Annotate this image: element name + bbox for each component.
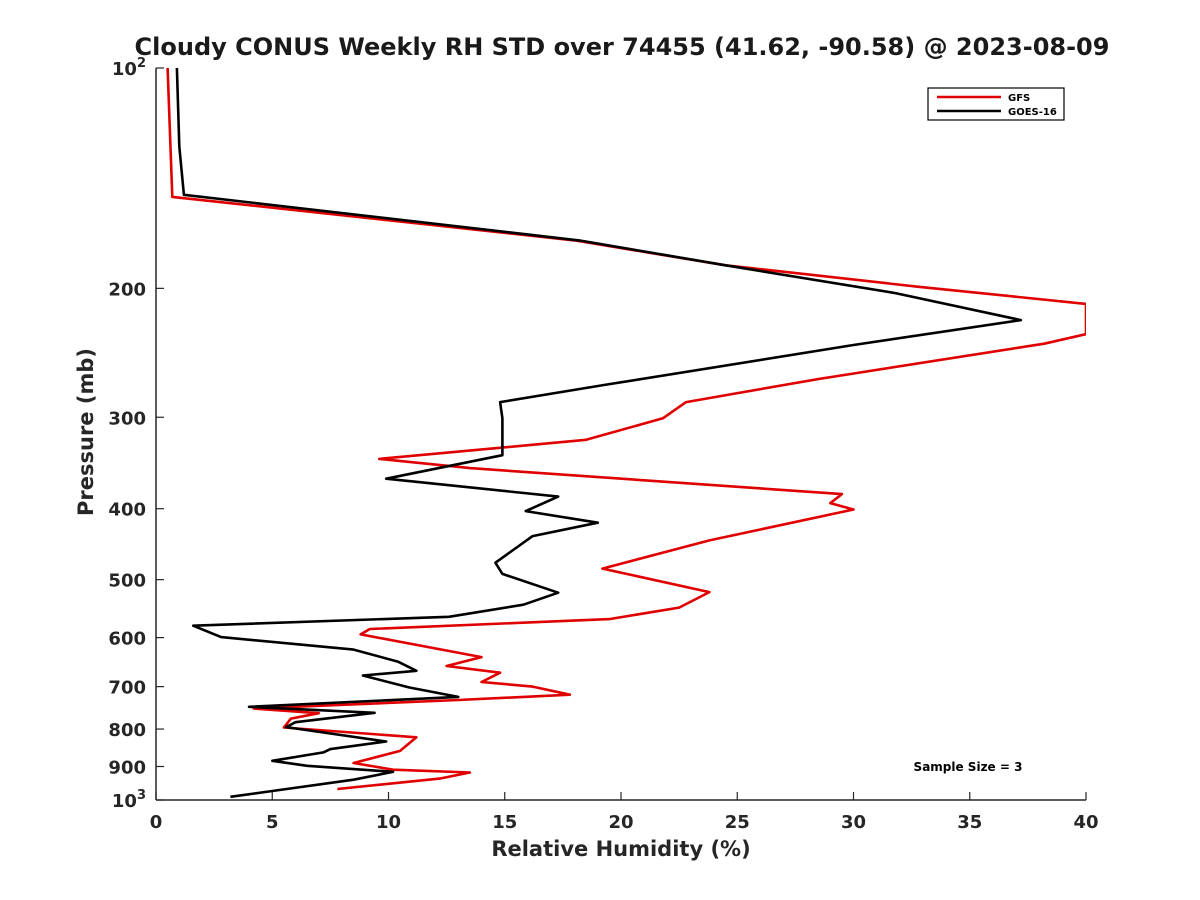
y-tick-label: 600	[108, 629, 146, 650]
legend-label-goes-16: GOES-16	[1008, 107, 1057, 118]
y-tick-label: 103	[112, 788, 146, 812]
x-tick-label: 0	[150, 812, 163, 833]
plot-area	[166, 68, 1086, 799]
x-tick-label: 5	[266, 812, 279, 833]
series-line-goes-16	[175, 68, 1023, 799]
chart-title: Cloudy CONUS Weekly RH STD over 74455 (4…	[135, 33, 1110, 61]
y-tick-label: 900	[108, 758, 146, 779]
y-tick-label: 102	[112, 56, 146, 80]
y-tick-label: 500	[108, 571, 146, 592]
x-tick-label: 20	[608, 812, 633, 833]
y-tick-label: 400	[108, 500, 146, 521]
x-tick-label: 10	[376, 812, 401, 833]
y-tick-label: 700	[108, 678, 146, 699]
x-axis: 0 5 10 15 20 25 30 35 40	[150, 792, 1099, 833]
y-tick-label: 200	[108, 279, 146, 300]
y-tick-label: 800	[108, 720, 146, 741]
x-tick-label: 35	[957, 812, 982, 833]
legend: GFS GOES-16	[927, 87, 1065, 121]
x-tick-label: 25	[725, 812, 750, 833]
sample-size-annotation: Sample Size = 3	[914, 760, 1023, 774]
x-tick-label: 15	[492, 812, 517, 833]
legend-box	[927, 87, 1065, 121]
y-axis: 102 200 300 400 500 600 700 800 900 103	[108, 56, 164, 812]
y-tick-label: 300	[108, 408, 146, 429]
legend-label-gfs: GFS	[1008, 93, 1030, 104]
x-tick-label: 30	[841, 812, 866, 833]
series-line-gfs	[166, 68, 1086, 791]
x-tick-label: 40	[1073, 812, 1098, 833]
y-axis-label: Pressure (mb)	[74, 348, 98, 516]
x-axis-label: Relative Humidity (%)	[491, 837, 750, 861]
axes	[155, 68, 1086, 801]
